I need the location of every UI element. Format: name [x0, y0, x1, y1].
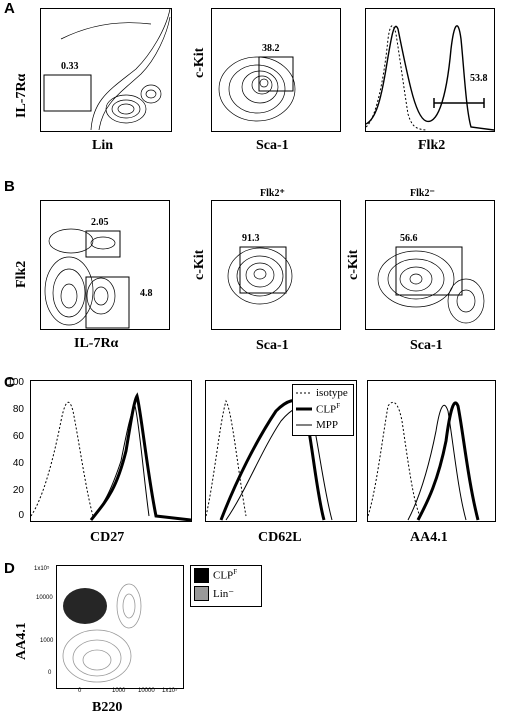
d-legend-lin-label: Lin⁻ [213, 587, 235, 600]
b2-contour-svg [227, 246, 293, 305]
d-xtick: 0 [78, 688, 82, 694]
d-legend: CLPF Lin⁻ [190, 565, 262, 607]
c2-xlabel: CD62L [258, 530, 302, 545]
c1-histogram [30, 380, 192, 522]
a2-contour-plot: 38.2 [211, 8, 341, 132]
c3-histogram [367, 380, 496, 522]
a1-gate-value: 0.33 [61, 61, 79, 72]
b1-gate-bottom-value: 4.8 [140, 288, 153, 299]
d-density-plot [56, 565, 184, 689]
legend-isotype-swatch [296, 392, 312, 394]
a1-ylabel: IL-7Rα [14, 73, 29, 118]
b3-ylabel: c-Kit [346, 249, 361, 280]
a2-contour-svg [218, 56, 296, 122]
a3-gate-value: 53.8 [470, 73, 488, 84]
d-legend-clp-swatch [194, 567, 209, 583]
legend-clp-row: CLPF [293, 401, 353, 417]
b1-contour-svg [44, 228, 130, 329]
c3-xlabel: AA4.1 [410, 530, 448, 545]
b1-contour-plot: 2.05 [40, 200, 170, 330]
a2-xlabel: Sca-1 [256, 138, 289, 153]
c-ytick: 80 [12, 404, 24, 415]
b2-ylabel: c-Kit [192, 249, 207, 280]
b3-xlabel: Sca-1 [410, 338, 443, 353]
a1-contour-svg [43, 9, 171, 131]
d-legend-clp-row: CLPF [191, 566, 261, 584]
d-ylabel: AA4.1 [14, 622, 29, 660]
c-ytick: 40 [12, 458, 24, 469]
c-ytick: 20 [12, 485, 24, 496]
panel-c-letter: C [4, 374, 15, 391]
d-xtick: 10000 [138, 688, 155, 694]
legend-mpp-swatch [296, 424, 312, 426]
c-ytick: 100 [7, 377, 24, 388]
legend-clp-swatch [296, 407, 312, 411]
a2-gate-value: 38.2 [262, 43, 280, 54]
d-legend-lin-row: Lin⁻ [191, 584, 261, 602]
d-xlabel: B220 [92, 700, 123, 715]
b3-contour-svg [377, 246, 485, 324]
a3-xlabel: Flk2 [418, 138, 446, 153]
panel-d-letter: D [4, 560, 15, 577]
a2-ylabel: c-Kit [192, 47, 207, 78]
b3-contour-plot: 56.6 [365, 200, 495, 330]
b2-xlabel: Sca-1 [256, 338, 289, 353]
d-legend-lin-swatch [194, 585, 209, 601]
b1-ylabel: Flk2 [14, 260, 29, 288]
a1-xlabel: Lin [92, 138, 114, 153]
b2-title: Flk2⁺ [260, 188, 285, 199]
c-legend: isotype CLPF MPP [292, 384, 354, 436]
a3-histogram-svg [366, 25, 494, 131]
a3-histogram: 53.8 [365, 8, 495, 132]
d-ytick: 1x10⁵ [34, 566, 50, 572]
legend-isotype-row: isotype [293, 385, 353, 401]
legend-mpp-row: MPP [293, 417, 353, 433]
b2-gate-value: 91.3 [242, 233, 260, 244]
d-ytick: 1000 [40, 638, 54, 644]
c1-histogram-svg [31, 392, 191, 521]
a1-contour-plot: 0.33 [40, 8, 172, 132]
panel-b-letter: B [4, 178, 15, 195]
d-ytick: 0 [48, 670, 52, 676]
c1-xlabel: CD27 [90, 530, 125, 545]
c3-histogram-svg [368, 401, 480, 521]
legend-mpp-label: MPP [316, 419, 339, 431]
d-legend-clp-label: CLPF [213, 568, 238, 582]
d-xtick: 1000 [112, 688, 126, 694]
b1-xlabel: IL-7Rα [74, 336, 119, 351]
b3-gate-value: 56.6 [400, 233, 418, 244]
c-ytick: 60 [12, 431, 24, 442]
legend-clp-label: CLPF [316, 402, 341, 416]
legend-isotype-label: isotype [316, 387, 348, 399]
d-xtick: 1x10⁵ [162, 688, 178, 694]
d-ytick: 10000 [36, 595, 53, 601]
b1-gate-top-value: 2.05 [91, 217, 109, 228]
b3-title: Flk2⁻ [410, 188, 435, 199]
panel-a-letter: A [4, 0, 15, 17]
d-density-svg [62, 583, 142, 683]
c-ytick: 0 [18, 510, 24, 521]
b2-contour-plot: 91.3 [211, 200, 341, 330]
